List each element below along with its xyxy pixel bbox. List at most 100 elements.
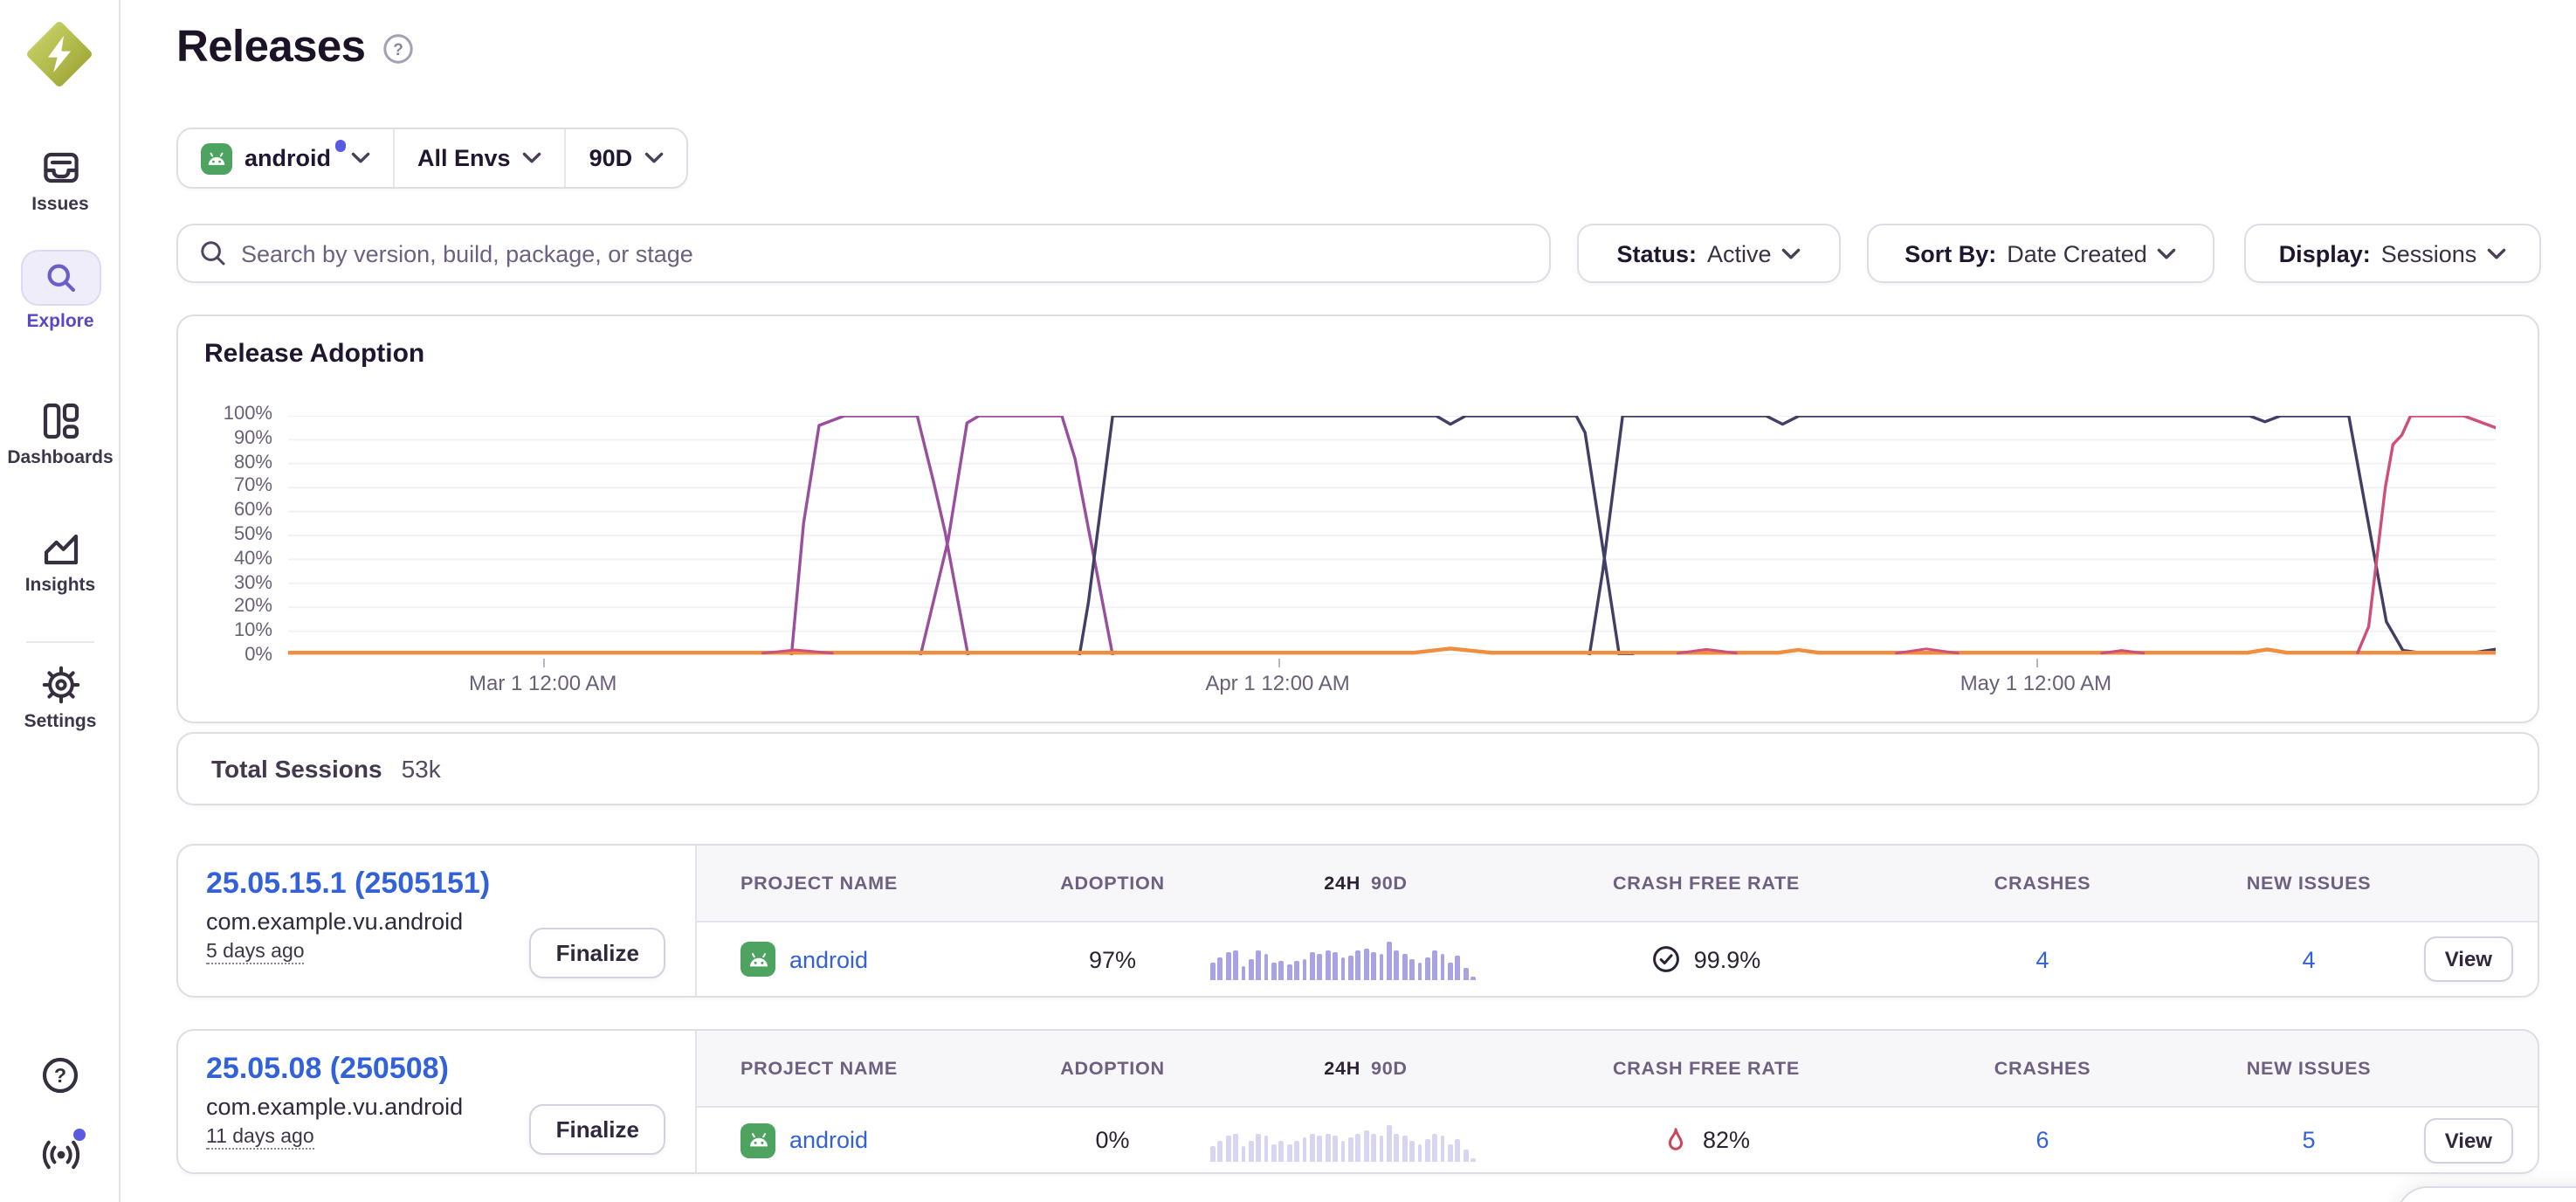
whats-new-button[interactable] — [0, 1134, 121, 1176]
total-sessions-value: 53k — [401, 755, 441, 783]
sentry-logo-icon[interactable] — [24, 19, 94, 89]
view-button[interactable]: View — [2423, 1117, 2513, 1163]
column-header-24h[interactable]: 24H — [1324, 1058, 1360, 1079]
release-summary: 25.05.15.1 (2505151) com.example.vu.andr… — [178, 846, 697, 996]
android-project-icon — [740, 942, 775, 977]
page-filter-bar: android All Envs 90D — [176, 128, 689, 189]
status-dropdown-label: Status: — [1616, 240, 1697, 266]
sort-by-dropdown-label: Sort By: — [1904, 240, 1997, 266]
question-circle-icon[interactable]: ? — [382, 32, 414, 64]
chart-series-new-release-bump-3 — [1895, 647, 1960, 655]
sidebar-item-issues[interactable]: Issues — [0, 147, 121, 215]
date-range-filter[interactable]: 90D — [567, 129, 687, 187]
project-filter[interactable]: android — [178, 129, 393, 187]
adoption-sparkline[interactable] — [1209, 1119, 1477, 1161]
adoption-value: 0% — [1095, 1127, 1130, 1153]
release-summary: 25.05.08 (250508) com.example.vu.android… — [178, 1031, 697, 1172]
column-header-crashes: CRASHES — [1994, 873, 2091, 894]
sidebar-item-insights[interactable]: Insights — [0, 528, 121, 596]
project-filter-value: android — [245, 145, 331, 171]
release-version-link[interactable]: 25.05.15.1 (2505151) — [206, 867, 491, 900]
project-link[interactable]: android — [789, 946, 869, 972]
sidebar-item-label: Issues — [31, 194, 89, 215]
view-button[interactable]: View — [2423, 936, 2513, 982]
corner-floating-panel[interactable] — [2396, 1186, 2576, 1202]
sidebar-item-explore[interactable]: Explore — [0, 250, 121, 332]
column-header-new-issues: NEW ISSUES — [2246, 1058, 2372, 1079]
fire-icon — [1668, 1127, 1684, 1150]
column-header-project: PROJECT NAME — [740, 1058, 898, 1079]
chevron-down-icon — [351, 152, 370, 163]
x-axis-label: Mar 1 12:00 AM — [469, 671, 617, 695]
sidebar-item-label: Explore — [26, 311, 94, 332]
date-range-filter-value: 90D — [589, 145, 633, 171]
crash-free-rate: 82% — [1663, 1126, 1750, 1154]
main-content: Releases ? android — [121, 0, 2576, 1202]
sort-by-dropdown[interactable]: Sort By: Date Created — [1867, 224, 2214, 283]
release-version-link[interactable]: 25.05.08 (250508) — [206, 1052, 449, 1085]
notification-dot — [334, 140, 346, 152]
chevron-down-icon — [523, 152, 541, 163]
status-dropdown-value: Active — [1707, 240, 1772, 266]
finalize-button[interactable]: Finalize — [529, 1104, 665, 1155]
crashes-link[interactable]: 6 — [2035, 1127, 2049, 1153]
sidebar: Issues Explore Dashboards Insights — [0, 0, 121, 1202]
column-header-90d[interactable]: 90D — [1371, 873, 1408, 894]
total-sessions-bar: Total Sessions 53k — [176, 732, 2539, 805]
column-header-24h[interactable]: 24H — [1324, 873, 1360, 894]
sort-by-dropdown-value: Date Created — [2007, 240, 2147, 266]
help-icon: ? — [42, 1057, 79, 1094]
svg-text:?: ? — [54, 1064, 66, 1087]
release-card: 25.05.08 (250508) com.example.vu.android… — [176, 1029, 2539, 1174]
issues-icon — [43, 152, 78, 183]
chevron-down-icon — [644, 152, 664, 163]
crash-free-value: 82% — [1702, 1127, 1751, 1153]
adoption-chart-plot[interactable] — [288, 416, 2496, 655]
x-axis-label: Apr 1 12:00 AM — [1205, 671, 1350, 695]
page-title: Releases — [176, 23, 366, 72]
display-dropdown[interactable]: Display: Sessions — [2244, 224, 2541, 283]
chevron-down-icon — [2488, 247, 2506, 259]
android-project-icon — [740, 1123, 775, 1157]
sidebar-item-label: Settings — [24, 711, 97, 732]
project-link[interactable]: android — [789, 1127, 869, 1153]
x-axis-label: May 1 12:00 AM — [1960, 671, 2112, 695]
column-header-new-issues: NEW ISSUES — [2246, 873, 2372, 894]
release-package: com.example.vu.android — [206, 1094, 464, 1120]
insights-icon — [43, 534, 78, 565]
release-age[interactable]: 5 days ago — [206, 942, 305, 964]
search-bar[interactable] — [176, 224, 1551, 283]
crashes-link[interactable]: 4 — [2035, 946, 2049, 972]
adoption-value: 97% — [1088, 946, 1137, 972]
total-sessions-label: Total Sessions — [211, 755, 382, 783]
new-issues-link[interactable]: 5 — [2302, 1127, 2316, 1153]
new-issues-link[interactable]: 4 — [2302, 946, 2316, 972]
release-project-row: android 0% 82% 6 5 Vie — [697, 1108, 2538, 1172]
crash-free-rate: 99.9% — [1652, 945, 1760, 973]
adoption-sparkline[interactable] — [1209, 938, 1477, 980]
chart-series-new-release-bump-1 — [761, 648, 834, 655]
chart-series-newest-release-adoption — [2356, 416, 2496, 654]
search-icon — [201, 241, 225, 266]
android-icon — [201, 142, 232, 174]
search-input[interactable] — [241, 240, 1528, 266]
sidebar-item-dashboards[interactable]: Dashboards — [0, 400, 121, 468]
release-age[interactable]: 11 days ago — [206, 1127, 314, 1150]
dashboards-icon — [42, 403, 79, 439]
release-package: com.example.vu.android — [206, 908, 464, 935]
column-header-adoption: ADOPTION — [1060, 873, 1165, 894]
sidebar-item-settings[interactable]: Settings — [0, 664, 121, 732]
help-button[interactable]: ? — [0, 1055, 121, 1095]
environment-filter[interactable]: All Envs — [395, 129, 565, 187]
chart-series-older-release-wave-1 — [789, 416, 970, 655]
environment-filter-value: All Envs — [417, 145, 511, 171]
column-header-90d[interactable]: 90D — [1371, 1058, 1408, 1079]
chart-series-older-release-wave-2 — [919, 416, 1114, 655]
column-header-project: PROJECT NAME — [740, 873, 898, 894]
active-nav-highlight — [20, 250, 100, 306]
search-icon — [46, 264, 75, 293]
release-project-row: android 97% 99.9% 4 4 — [697, 922, 2538, 996]
status-dropdown[interactable]: Status: Active — [1577, 224, 1841, 283]
finalize-button[interactable]: Finalize — [529, 928, 665, 978]
